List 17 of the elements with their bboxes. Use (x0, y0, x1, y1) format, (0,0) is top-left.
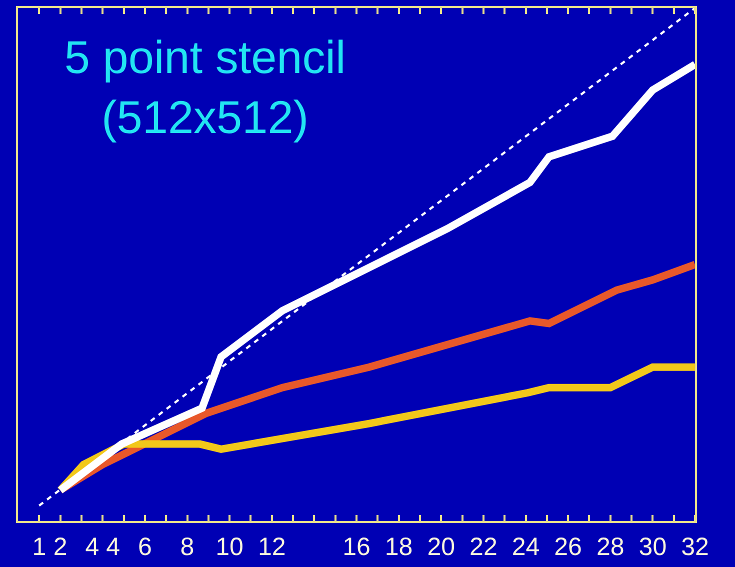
x-tick-label: 30 (638, 533, 667, 561)
x-tick-label: 4 4 (85, 533, 120, 561)
text: 5 point stencil (512x512) (64, 31, 346, 143)
x-tick-label: 1 (32, 533, 46, 561)
x-tick-label: 22 (470, 533, 498, 561)
x-tick-label: 20 (427, 533, 456, 561)
x-tick-label: 8 (180, 533, 194, 561)
x-tick-label: 26 (554, 533, 582, 561)
x-tick-label: 10 (216, 533, 244, 561)
x-tick-label: 24 (512, 533, 540, 561)
x-tick-label: 12 (258, 533, 286, 561)
x-tick-label: 28 (596, 533, 624, 561)
x-tick-label: 2 (53, 533, 68, 561)
x-tick-label: 18 (384, 533, 413, 561)
x-tick-label: 6 (138, 533, 152, 561)
x-tick-label: 16 (342, 533, 370, 561)
x-tick-label: 32 (681, 533, 709, 561)
